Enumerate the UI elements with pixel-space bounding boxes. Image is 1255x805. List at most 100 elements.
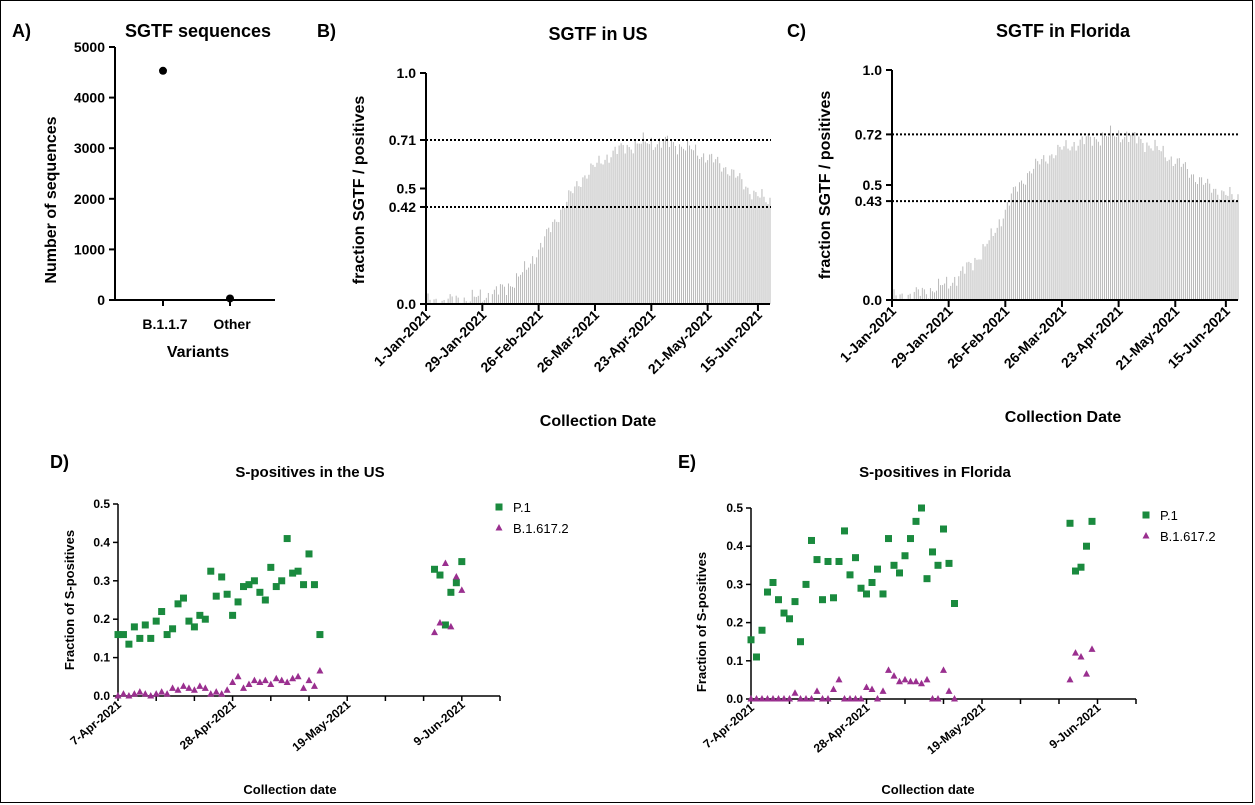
- y-tick-label: 0.5: [863, 177, 883, 193]
- data-point-p1: [890, 561, 898, 569]
- x-tick-label: Other: [213, 316, 251, 332]
- panel-b: B) SGTF in US fraction SGTF / positives …: [317, 21, 771, 430]
- panel-e: E) S-positives in Florida Fraction of S-…: [678, 452, 1216, 797]
- data-point-b16172: [830, 685, 837, 692]
- panel-c: C) SGTF in Florida fraction SGTF / posit…: [787, 21, 1239, 426]
- data-point-p1: [923, 575, 931, 583]
- data-point-p1: [185, 617, 193, 625]
- legend-marker-b16172: [495, 524, 503, 531]
- data-point-p1: [431, 565, 439, 573]
- data-point-p1: [945, 559, 953, 567]
- legend-label: P.1: [513, 500, 531, 515]
- panel-e-label: E): [678, 452, 696, 472]
- y-tick-label: 0.5: [397, 181, 417, 197]
- data-point-b16172: [945, 687, 953, 694]
- data-point-p1: [250, 577, 258, 585]
- panel-b-label: B): [317, 21, 336, 41]
- data-point-b16172: [896, 677, 903, 685]
- data-point-p1: [212, 592, 220, 600]
- panel-b-ylabel: fraction SGTF / positives: [351, 96, 368, 285]
- data-point-b16172: [890, 672, 898, 679]
- y-tick-label: 0.0: [93, 689, 110, 703]
- data-point-b16172: [190, 686, 198, 693]
- data-point-p1: [1083, 542, 1090, 550]
- data-point-p1: [863, 590, 870, 598]
- data-point-b16172: [786, 695, 793, 702]
- panel-b-title: SGTF in US: [549, 24, 648, 44]
- x-tick-label: B.1.1.7: [142, 316, 187, 332]
- data-point-p1: [278, 577, 286, 585]
- data-point-p1: [305, 550, 313, 558]
- data-point-b16172: [158, 688, 166, 695]
- y-tick-label: 0.1: [93, 651, 110, 665]
- data-point-p1: [300, 581, 308, 589]
- x-tick-label: 28-Apr-2021: [177, 697, 239, 752]
- data-point-p1: [813, 556, 821, 564]
- panel-d: D) S-positives in the US Fraction of S-p…: [50, 452, 569, 797]
- data-point-p1: [316, 631, 324, 639]
- data-point-b16172: [797, 695, 804, 702]
- data-point-p1: [1066, 519, 1074, 527]
- panel-d-ylabel: Fraction of S-positives: [62, 530, 77, 670]
- data-point-b16172: [256, 678, 264, 686]
- data-point-b16172: [874, 695, 881, 702]
- y-tick-label: 0.4: [726, 539, 743, 553]
- panel-e-ylabel: Fraction of S-positives: [694, 552, 709, 692]
- y-tick-label: 0.42: [389, 199, 416, 215]
- y-tick-label: 5000: [74, 39, 105, 55]
- data-point-b16172: [447, 622, 455, 630]
- y-tick-label: 0.4: [93, 535, 110, 549]
- data-point-p1: [808, 536, 815, 544]
- data-point-p1: [240, 583, 248, 591]
- data-point-b16172: [283, 678, 291, 686]
- data-point-b16172: [923, 675, 931, 683]
- data-point-p1: [879, 590, 887, 598]
- data-point-b16172: [267, 680, 275, 687]
- data-point-b16172: [885, 666, 892, 673]
- y-tick-label: 1.0: [863, 62, 883, 78]
- data-point-p1: [283, 535, 291, 543]
- data-point-b16172: [240, 684, 248, 691]
- panel-a-ylabel: Number of sequences: [43, 116, 60, 283]
- panel-a-xlabel: Variants: [167, 344, 229, 361]
- panel-e-xlabel: Collection date: [881, 782, 974, 797]
- data-point-b16172: [310, 682, 318, 689]
- y-tick-label: 0.3: [726, 577, 743, 591]
- data-point-b16172: [201, 684, 209, 691]
- data-point-b16172: [775, 695, 782, 702]
- data-point-p1: [1088, 517, 1096, 525]
- data-point-b16172: [278, 676, 286, 684]
- data-point-p1: [747, 636, 755, 644]
- data-point-p1: [289, 569, 297, 577]
- data-point-b16172: [130, 690, 138, 697]
- data-point-b16172: [753, 695, 760, 702]
- data-point-b16172: [951, 695, 958, 702]
- data-point-b16172: [147, 692, 155, 699]
- y-tick-label: 0.2: [726, 616, 743, 630]
- data-point-b16172: [174, 686, 182, 693]
- data-point-p1: [141, 621, 149, 629]
- data-point-b16172: [841, 695, 848, 702]
- data-point-p1: [940, 525, 947, 533]
- data-point-b16172: [289, 674, 297, 682]
- y-tick-label: 1.0: [397, 65, 417, 81]
- data-point-p1: [245, 581, 253, 589]
- data-point-b16172: [207, 690, 215, 697]
- x-tick-label: 7-Apr-2021: [67, 697, 124, 748]
- data-point-p1: [218, 573, 226, 581]
- y-tick-label: 0.3: [93, 574, 110, 588]
- x-tick-label: 19-May-2021: [289, 697, 353, 754]
- data-point-b16172: [431, 628, 439, 636]
- data-point-b16172: [436, 619, 444, 626]
- legend-label: B.1.617.2: [513, 521, 569, 536]
- data-point-p1: [179, 594, 187, 602]
- data-point-b16172: [868, 685, 876, 692]
- data-point-b16172: [813, 687, 821, 694]
- panel-b-plot: 0.00.420.50.711.01-Jan-202129-Jan-202126…: [371, 65, 771, 377]
- panel-d-plot: 0.0 0.1 0.2 0.3 0.4 0.5 7-Apr-2021 28-Apr-2021 1…: [67, 497, 568, 754]
- panel-d-title: S-positives in the US: [235, 464, 384, 481]
- x-tick-label: 28-Apr-2021: [811, 700, 873, 755]
- y-tick-label: 0.2: [93, 612, 110, 626]
- legend-label: B.1.617.2: [1160, 529, 1216, 544]
